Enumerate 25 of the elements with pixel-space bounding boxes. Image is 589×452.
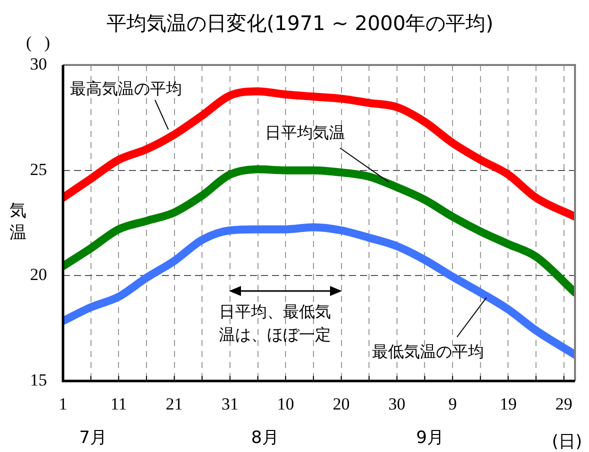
text: ( ) [26, 33, 50, 52]
y-tick-label: 25 [30, 160, 47, 179]
x-tick-label: 30 [388, 394, 406, 414]
x-tick-label: 10 [277, 394, 294, 414]
x-tick-label: 20 [332, 394, 350, 414]
y-tick-label: 20 [30, 265, 47, 284]
text: 9月 [416, 428, 444, 448]
x-axis-title: (日) [552, 432, 582, 452]
x-tick-label: 31 [221, 394, 238, 414]
text: 8月 [251, 428, 279, 448]
x-tick-label: 9 [448, 394, 457, 414]
x-tick-label: 1 [58, 394, 68, 414]
x-tick-label: 29 [555, 394, 572, 414]
y-tick-label: 15 [30, 370, 47, 390]
y-axis-title: 気温 [10, 201, 26, 243]
chart-title: 平均気温の日変化(1971 ~ 2000年の平均) [106, 11, 494, 35]
x-tick-label: 21 [166, 394, 183, 414]
series-label: 日平均気温 [265, 123, 345, 142]
annotation: 日平均、最低気温は、ほぼ一定 [219, 302, 331, 344]
text: 最低気温の平均 [372, 342, 484, 361]
text: 7月 [79, 428, 107, 448]
x-tick-label: 11 [110, 394, 127, 414]
series-label: 最高気温の平均 [70, 79, 182, 98]
y-tick-label: 30 [30, 54, 47, 74]
x-tick-label: 19 [500, 394, 517, 414]
